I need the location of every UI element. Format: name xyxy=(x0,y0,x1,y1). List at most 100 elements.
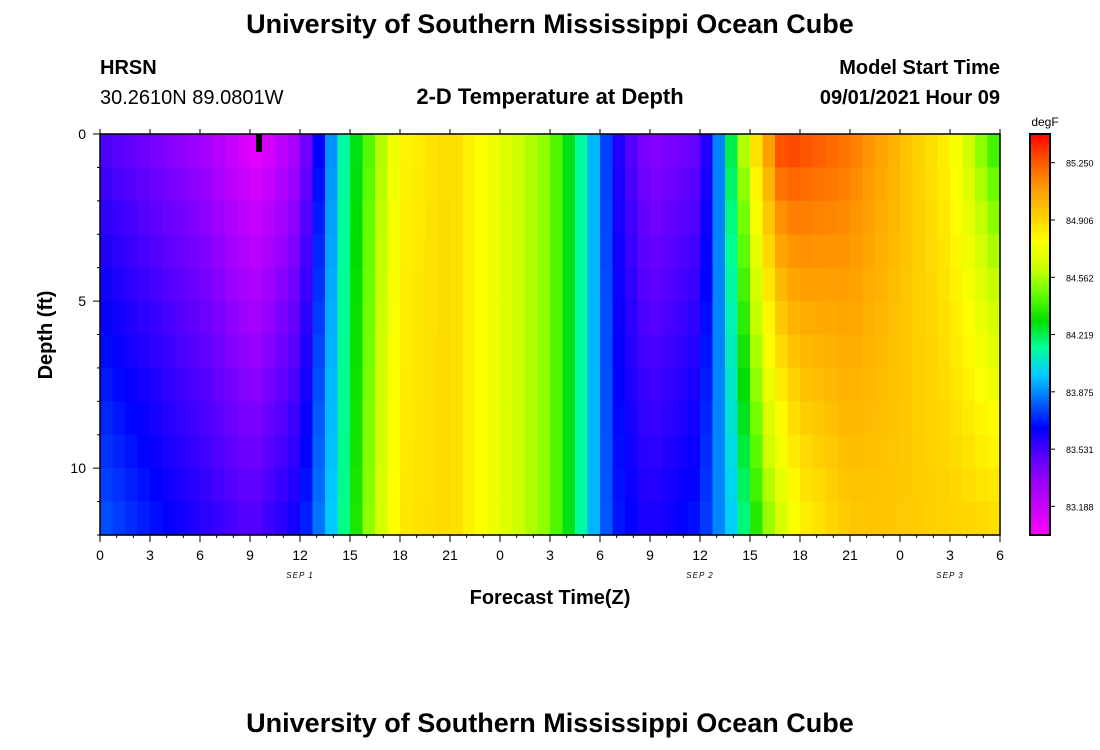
heatmap-cell xyxy=(187,234,201,269)
heatmap-cell xyxy=(962,200,976,235)
heatmap-cell xyxy=(462,367,476,402)
heatmap-cell xyxy=(425,334,439,369)
heatmap-cell xyxy=(937,234,951,269)
heatmap-cell xyxy=(237,401,251,436)
heatmap-cell xyxy=(637,167,651,202)
heatmap-cell xyxy=(400,434,414,469)
heatmap-cell xyxy=(300,401,314,436)
heatmap-cell xyxy=(637,200,651,235)
heatmap-cell xyxy=(987,434,1001,469)
heatmap-cell xyxy=(225,434,239,469)
colorbar-tick-label: 84.562 xyxy=(1066,273,1094,283)
heatmap-cell xyxy=(862,267,876,302)
heatmap-cell xyxy=(387,334,401,369)
heatmap-cell xyxy=(875,200,889,235)
heatmap-cell xyxy=(287,501,301,536)
heatmap-cell xyxy=(137,401,151,436)
heatmap-cell xyxy=(537,167,551,202)
x-tick-label: 3 xyxy=(146,547,154,563)
heatmap-cell xyxy=(275,167,289,202)
heatmap-cell xyxy=(250,301,264,336)
heatmap-cell xyxy=(962,367,976,402)
model-start-label: Model Start Time xyxy=(839,57,1000,79)
heatmap-cell xyxy=(712,301,726,336)
heatmap-cell xyxy=(450,267,464,302)
heatmap-cell xyxy=(462,234,476,269)
heatmap-cell xyxy=(637,468,651,503)
heatmap-cell xyxy=(775,468,789,503)
x-tick-label: 21 xyxy=(842,547,858,563)
heatmap-cell xyxy=(912,434,926,469)
heatmap-cell xyxy=(575,401,589,436)
heatmap-cell xyxy=(150,167,164,202)
heatmap-cell xyxy=(425,434,439,469)
heatmap-cell xyxy=(837,200,851,235)
heatmap-cell xyxy=(375,334,389,369)
heatmap-cell xyxy=(337,367,351,402)
heatmap-cell xyxy=(637,501,651,536)
heatmap-cell xyxy=(937,401,951,436)
heatmap-cell xyxy=(112,301,126,336)
heatmap-cell xyxy=(612,267,626,302)
colorbar-unit-label: degF xyxy=(1031,115,1058,129)
heatmap-cell xyxy=(375,434,389,469)
heatmap-cell xyxy=(950,301,964,336)
heatmap-cell xyxy=(725,334,739,369)
heatmap-cell xyxy=(800,401,814,436)
heatmap-cell xyxy=(137,334,151,369)
heatmap-cell xyxy=(600,167,614,202)
heatmap-cell xyxy=(112,401,126,436)
heatmap-cell xyxy=(562,200,576,235)
heatmap-cell xyxy=(537,367,551,402)
heatmap-cell xyxy=(775,134,789,169)
heatmap-cell xyxy=(687,334,701,369)
heatmap-cell xyxy=(325,301,339,336)
heatmap-cell xyxy=(137,234,151,269)
heatmap-cell xyxy=(762,334,776,369)
heatmap-cell xyxy=(275,134,289,169)
heatmap-cell xyxy=(912,367,926,402)
heatmap-cell xyxy=(137,501,151,536)
heatmap-cell xyxy=(287,401,301,436)
heatmap-cell xyxy=(100,167,114,202)
heatmap-cell xyxy=(425,367,439,402)
heatmap-cell xyxy=(525,200,539,235)
heatmap-cell xyxy=(412,134,426,169)
heatmap-cell xyxy=(787,334,801,369)
heatmap-cell xyxy=(750,401,764,436)
heatmap-cell xyxy=(287,200,301,235)
heatmap-cell xyxy=(350,234,364,269)
heatmap-cell xyxy=(975,267,989,302)
heatmap-cell xyxy=(812,334,826,369)
heatmap-cell xyxy=(887,167,901,202)
heatmap-cell xyxy=(762,468,776,503)
heatmap-cell xyxy=(562,434,576,469)
heatmap-cell xyxy=(300,301,314,336)
heatmap-cell xyxy=(700,200,714,235)
heatmap-cell xyxy=(350,267,364,302)
heatmap-cell xyxy=(125,267,139,302)
heatmap-cell xyxy=(275,367,289,402)
x-date-label: SEP 2 xyxy=(686,571,713,580)
heatmap-cell xyxy=(887,401,901,436)
heatmap-cell xyxy=(112,334,126,369)
heatmap-cell xyxy=(475,468,489,503)
heatmap-cell xyxy=(587,367,601,402)
heatmap-cell xyxy=(225,200,239,235)
heatmap-cell xyxy=(425,301,439,336)
heatmap-cell xyxy=(262,434,276,469)
heatmap-cell xyxy=(587,234,601,269)
heatmap-cell xyxy=(575,367,589,402)
heatmap-cell xyxy=(175,267,189,302)
heatmap-cell xyxy=(537,301,551,336)
heatmap-cell xyxy=(575,301,589,336)
heatmap-cell xyxy=(362,468,376,503)
heatmap-cell xyxy=(400,200,414,235)
heatmap-cell xyxy=(387,468,401,503)
heatmap-cell xyxy=(775,434,789,469)
heatmap-cell xyxy=(587,301,601,336)
heatmap-cell xyxy=(250,501,264,536)
heatmap-cell xyxy=(237,134,251,169)
heatmap-cell xyxy=(962,234,976,269)
heatmap-cell xyxy=(475,267,489,302)
